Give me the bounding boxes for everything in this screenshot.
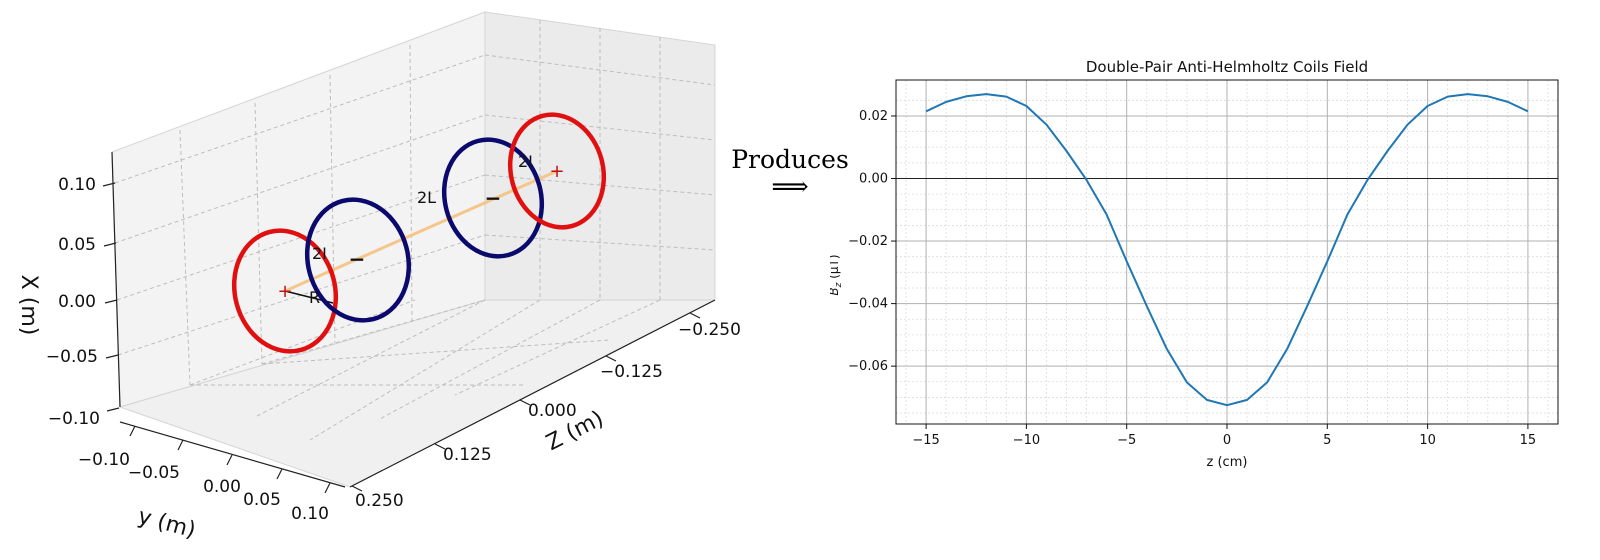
x-tick-label: −0.05 xyxy=(46,347,98,367)
y-tick-label: 0.00 xyxy=(203,477,241,497)
z-tick-label: 0.125 xyxy=(443,445,492,465)
outer-coil-right xyxy=(507,112,607,230)
radius-label: R xyxy=(309,288,320,307)
implies-arrow-icon: ⟹ xyxy=(771,172,809,202)
plot-frame xyxy=(895,79,1559,425)
chart-x-label: z (cm) xyxy=(1207,455,1248,470)
chart-title: Double-Pair Anti-Helmholtz Coils Field xyxy=(1086,58,1368,76)
y-tick-label: −0.10 xyxy=(78,450,130,470)
x-tick-label: −5 xyxy=(1117,433,1136,448)
outer-coil-left xyxy=(231,228,339,354)
current-label-left: 2I xyxy=(312,244,327,263)
x-tick-label: 0.10 xyxy=(58,175,96,195)
coil-3d-plot: 0.10 0.05 0.00 −0.05 −0.10 −0.10 −0.05 0… xyxy=(16,11,740,543)
x-tick-label: 10 xyxy=(1419,433,1436,448)
z-tick-label: 0.000 xyxy=(528,401,577,421)
y-tick-label: 0.00 xyxy=(859,172,888,187)
x-axis-line xyxy=(111,151,121,408)
x-axis-title: X (m) xyxy=(16,275,41,336)
z-tick-label: −0.250 xyxy=(678,320,740,340)
minus-sign-right: − xyxy=(485,186,502,210)
z-tick-label: −0.125 xyxy=(600,362,663,382)
y-axis-title: y (m) xyxy=(135,504,198,543)
x-tick-label: 5 xyxy=(1323,433,1331,448)
y-tick-label: −0.04 xyxy=(848,297,888,312)
x-tick-label: 0.00 xyxy=(58,292,96,312)
field-series-line xyxy=(925,93,1529,407)
plus-sign-right: + xyxy=(549,161,564,182)
x-tick-label: 0 xyxy=(1223,433,1231,448)
plus-sign-left: + xyxy=(277,281,292,302)
x-tick-label: −10 xyxy=(1013,433,1040,448)
x-tick-label: −0.10 xyxy=(48,409,100,429)
separation-label: 2L xyxy=(417,188,436,207)
minus-sign-left: − xyxy=(349,247,366,271)
inner-coil-right xyxy=(441,137,545,259)
tick-marks xyxy=(102,182,701,494)
x-tick-label: 0.05 xyxy=(58,235,96,255)
x-tick-label: 15 xyxy=(1520,433,1537,448)
z-axis-line xyxy=(349,299,716,488)
y-tick-label: 0.02 xyxy=(859,109,888,124)
y-tick-label: 0.10 xyxy=(291,504,329,524)
y-tick-label: −0.02 xyxy=(848,234,888,249)
x-tick-label: −15 xyxy=(912,433,939,448)
y-tick-label: −0.05 xyxy=(128,463,180,483)
produces-label: Produces xyxy=(731,145,849,174)
z-tick-label: 0.250 xyxy=(355,491,404,511)
produces-connector: Produces ⟹ xyxy=(730,145,850,202)
inner-coil-left xyxy=(304,197,412,323)
current-label-right: 2I xyxy=(518,152,533,171)
grid-lines xyxy=(114,20,716,441)
chart-y-label: Bz (μT) xyxy=(830,254,844,295)
y-tick-label: −0.06 xyxy=(848,359,888,374)
y-tick-label: 0.05 xyxy=(243,490,281,510)
field-line-chart: Double-Pair Anti-Helmholtz Coils Field −… xyxy=(830,58,1559,470)
y-axis-line xyxy=(119,421,346,488)
